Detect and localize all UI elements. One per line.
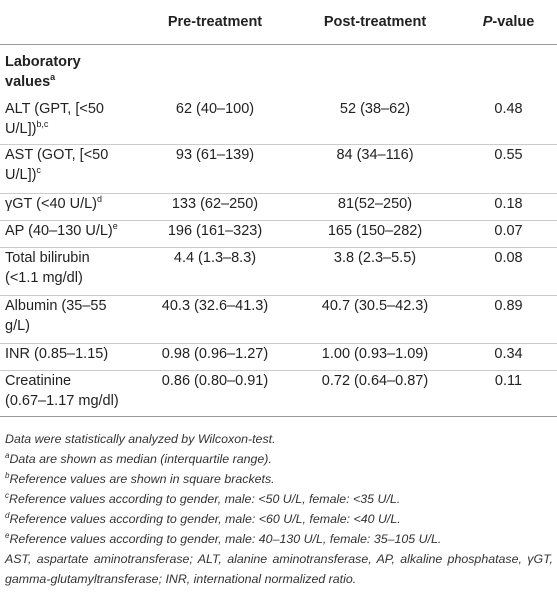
footnote-e-mark: e bbox=[5, 530, 10, 540]
table-row: AST (GOT, [<50 U/L])c 93 (61–139) 84 (34–… bbox=[0, 144, 557, 194]
row-label: INR (0.85–1.15) bbox=[0, 343, 140, 371]
row-label: Albumin (35–55 g/L) bbox=[0, 295, 140, 344]
table-row: Total bilirubin (<1.1 mg/dl) 4.4 (1.3–8.3… bbox=[0, 247, 557, 296]
row-label: AST (GOT, [<50 U/L])c bbox=[0, 144, 140, 194]
header-p-letter: P bbox=[482, 14, 493, 30]
cell-post: 81(52–250) bbox=[290, 193, 460, 221]
footnote-b: bReference values are shown in square br… bbox=[5, 469, 553, 489]
row-label-line1: Creatinine bbox=[5, 372, 72, 389]
row-label: Creatinine (0.67–1.17 mg/dl) bbox=[0, 370, 140, 417]
row-label-line1: AST (GOT, [<50 bbox=[5, 146, 109, 163]
cell-post: 1.00 (0.93–1.09) bbox=[290, 343, 460, 371]
row-label-line1: γGT (<40 U/L) bbox=[5, 195, 97, 212]
footnote-b-text: Reference values are shown in square bra… bbox=[9, 472, 275, 486]
cell-p: 0.89 bbox=[460, 295, 557, 344]
header-pre-treatment: Pre-treatment bbox=[140, 0, 290, 45]
cell-pre: 62 (40–100) bbox=[140, 98, 290, 145]
section-row: Laboratory valuesa bbox=[0, 45, 557, 99]
footnote-a: aData are shown as median (interquartile… bbox=[5, 449, 553, 469]
cell-post: 0.72 (0.64–0.87) bbox=[290, 370, 460, 417]
cell-p: 0.55 bbox=[460, 144, 557, 194]
cell-p: 0.34 bbox=[460, 343, 557, 371]
table-row: Albumin (35–55 g/L) 40.3 (32.6–41.3) 40.7… bbox=[0, 295, 557, 344]
footnote-d: dReference values according to gender, m… bbox=[5, 509, 553, 529]
row-label-line2: (<1.1 mg/dl) bbox=[5, 269, 83, 286]
cell-post: 40.7 (30.5–42.3) bbox=[290, 295, 460, 344]
row-label-line2: U/L]) bbox=[5, 120, 37, 137]
row-label-line1: Albumin (35–55 bbox=[5, 297, 107, 314]
header-post-treatment: Post-treatment bbox=[290, 0, 460, 45]
footnote-d-mark: d bbox=[5, 510, 10, 520]
cell-post: 52 (38–62) bbox=[290, 98, 460, 145]
row-label-line1: INR (0.85–1.15) bbox=[5, 345, 109, 362]
row-label-sup: c bbox=[36, 164, 41, 175]
cell-pre: 4.4 (1.3–8.3) bbox=[140, 247, 290, 296]
footnote-d-text: Reference values according to gender, ma… bbox=[9, 512, 401, 526]
footnote-b-mark: b bbox=[5, 470, 10, 480]
row-label-line2: g/L) bbox=[5, 317, 30, 334]
lab-values-table: Pre-treatment Post-treatment P-value Lab… bbox=[0, 0, 557, 417]
footnote-c: cReference values according to gender, m… bbox=[5, 489, 553, 509]
row-label-line1: Total bilirubin bbox=[5, 249, 90, 266]
row-label-sup: d bbox=[97, 193, 103, 204]
row-label: ALT (GPT, [<50 U/L])b,c bbox=[0, 98, 140, 145]
cell-pre: 40.3 (32.6–41.3) bbox=[140, 295, 290, 344]
cell-post: 3.8 (2.3–5.5) bbox=[290, 247, 460, 296]
footnote-e: eReference values according to gender, m… bbox=[5, 529, 553, 549]
table-row: ALT (GPT, [<50 U/L])b,c 62 (40–100) 52 (3… bbox=[0, 98, 557, 145]
table-row: AP (40–130 U/L)e 196 (161–323) 165 (150–… bbox=[0, 220, 557, 248]
cell-post: 84 (34–116) bbox=[290, 144, 460, 194]
header-p-value: P-value bbox=[460, 0, 557, 45]
cell-p: 0.48 bbox=[460, 98, 557, 145]
cell-pre: 0.98 (0.96–1.27) bbox=[140, 343, 290, 371]
cell-p: 0.07 bbox=[460, 220, 557, 248]
row-label-sup: e bbox=[112, 220, 118, 231]
cell-pre: 196 (161–323) bbox=[140, 220, 290, 248]
header-row: Pre-treatment Post-treatment P-value bbox=[0, 0, 557, 45]
row-label-line1: AP (40–130 U/L) bbox=[5, 222, 113, 239]
table-row: INR (0.85–1.15) 0.98 (0.96–1.27) 1.00 (0… bbox=[0, 343, 557, 371]
footnote-a-mark: a bbox=[5, 450, 10, 460]
row-label-line1: ALT (GPT, [<50 bbox=[5, 100, 104, 117]
footnote-abbreviations: AST, aspartate aminotransferase; ALT, al… bbox=[5, 552, 553, 586]
footnote-statistics: Data were statistically analyzed by Wilc… bbox=[5, 432, 276, 446]
cell-pre: 133 (62–250) bbox=[140, 193, 290, 221]
cell-p: 0.18 bbox=[460, 193, 557, 221]
table-row: γGT (<40 U/L)d 133 (62–250) 81(52–250) 0… bbox=[0, 193, 557, 221]
row-label: AP (40–130 U/L)e bbox=[0, 220, 140, 248]
footnote-a-text: Data are shown as median (interquartile … bbox=[9, 452, 272, 466]
table-row: Creatinine (0.67–1.17 mg/dl) 0.86 (0.80–0… bbox=[0, 370, 557, 417]
row-label-line2: (0.67–1.17 mg/dl) bbox=[5, 392, 119, 409]
footnote-e-text: Reference values according to gender, ma… bbox=[9, 532, 442, 546]
row-label: γGT (<40 U/L)d bbox=[0, 193, 140, 221]
table-footnotes: Data were statistically analyzed by Wilc… bbox=[5, 429, 553, 589]
footnote-c-mark: c bbox=[5, 490, 9, 500]
cell-p: 0.08 bbox=[460, 247, 557, 296]
row-label: Total bilirubin (<1.1 mg/dl) bbox=[0, 247, 140, 296]
cell-p: 0.11 bbox=[460, 370, 557, 417]
row-label-sup: b,c bbox=[36, 118, 49, 129]
section-label: Laboratory valuesa bbox=[0, 45, 140, 99]
cell-pre: 0.86 (0.80–0.91) bbox=[140, 370, 290, 417]
cell-post: 165 (150–282) bbox=[290, 220, 460, 248]
section-label-sup: a bbox=[50, 72, 56, 83]
header-cell-empty bbox=[0, 0, 140, 45]
section-label-line1: Laboratory bbox=[5, 54, 81, 70]
footnote-c-text: Reference values according to gender, ma… bbox=[9, 492, 401, 506]
row-label-line2: U/L]) bbox=[5, 166, 37, 183]
header-p-suffix: -value bbox=[492, 14, 535, 30]
section-label-line2: values bbox=[5, 74, 51, 90]
cell-pre: 93 (61–139) bbox=[140, 144, 290, 194]
